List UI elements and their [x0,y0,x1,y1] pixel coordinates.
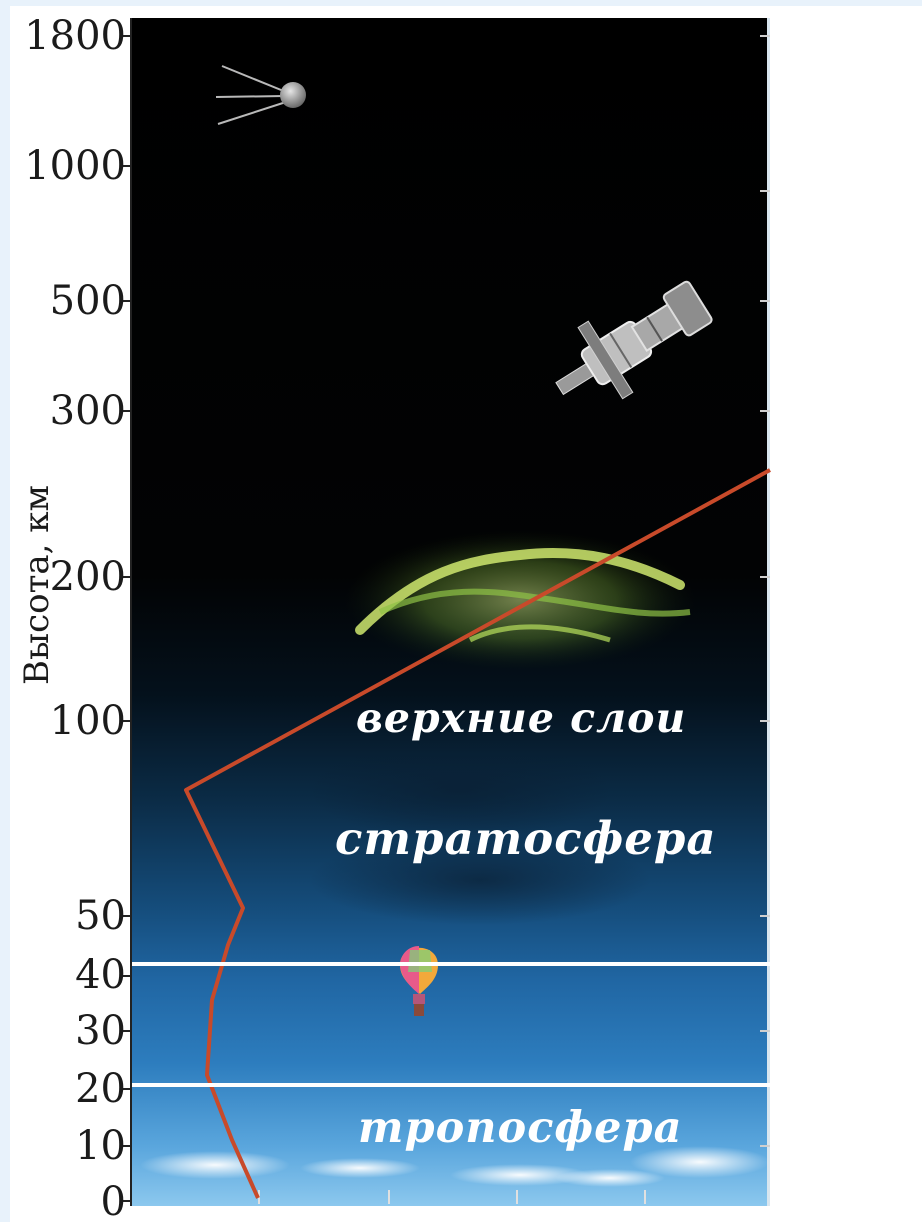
tick-mark [760,1145,770,1147]
tick-mark [122,1200,132,1202]
tick-label-50: 50 [75,893,126,939]
tick-label-20: 20 [75,1066,126,1112]
clouds-icon [140,1146,770,1187]
tick-mark [760,915,770,917]
tick-label-40: 40 [75,952,126,998]
tick-mark [760,720,770,722]
tick-mark [644,1190,646,1204]
tick-mark [760,300,770,302]
tick-mark [760,576,770,578]
aurora-icon [345,530,695,670]
hot-air-balloon-icon [400,946,438,1016]
tick-mark [122,410,132,412]
page-frame-top [0,0,922,6]
tick-label-0: 0 [100,1179,126,1225]
tick-mark [122,1145,132,1147]
tick-mark [760,1030,770,1032]
troposphere-upper-boundary [132,1083,770,1087]
tick-label-30: 30 [75,1008,126,1054]
page-frame-left [0,0,10,1222]
tick-mark [122,300,132,302]
temperature-profile-line [184,468,771,1199]
y-axis-line [130,18,132,1206]
tick-mark [760,190,770,192]
tick-mark [122,35,132,37]
tick-label-1000: 1000 [24,143,126,189]
tick-label-10: 10 [75,1123,126,1169]
haze-patch [310,740,610,840]
haze-patch [310,835,650,925]
tick-mark [122,975,132,977]
space-station-icon [555,280,713,400]
stratosphere-lower-boundary [132,962,770,966]
tick-label-500: 500 [49,278,126,324]
tick-mark [122,915,132,917]
tick-label-1800: 1800 [24,13,126,59]
upper-layers-label: верхние слои [356,694,687,742]
tick-mark [122,1088,132,1090]
tick-mark [122,720,132,722]
stratosphere-label: стратосфера [335,812,717,865]
satellite-icon [215,65,306,125]
tick-label-300: 300 [49,388,126,434]
tick-mark [122,165,132,167]
scene-right-border [767,18,770,1206]
tick-mark [760,410,770,412]
tick-label-100: 100 [49,698,126,744]
tick-mark [122,1030,132,1032]
tick-mark [388,1190,390,1204]
tick-mark [760,35,770,37]
troposphere-label: тропосфера [358,1103,683,1153]
tick-mark [122,576,132,578]
tick-mark [516,1190,518,1204]
tick-label-200: 200 [49,554,126,600]
